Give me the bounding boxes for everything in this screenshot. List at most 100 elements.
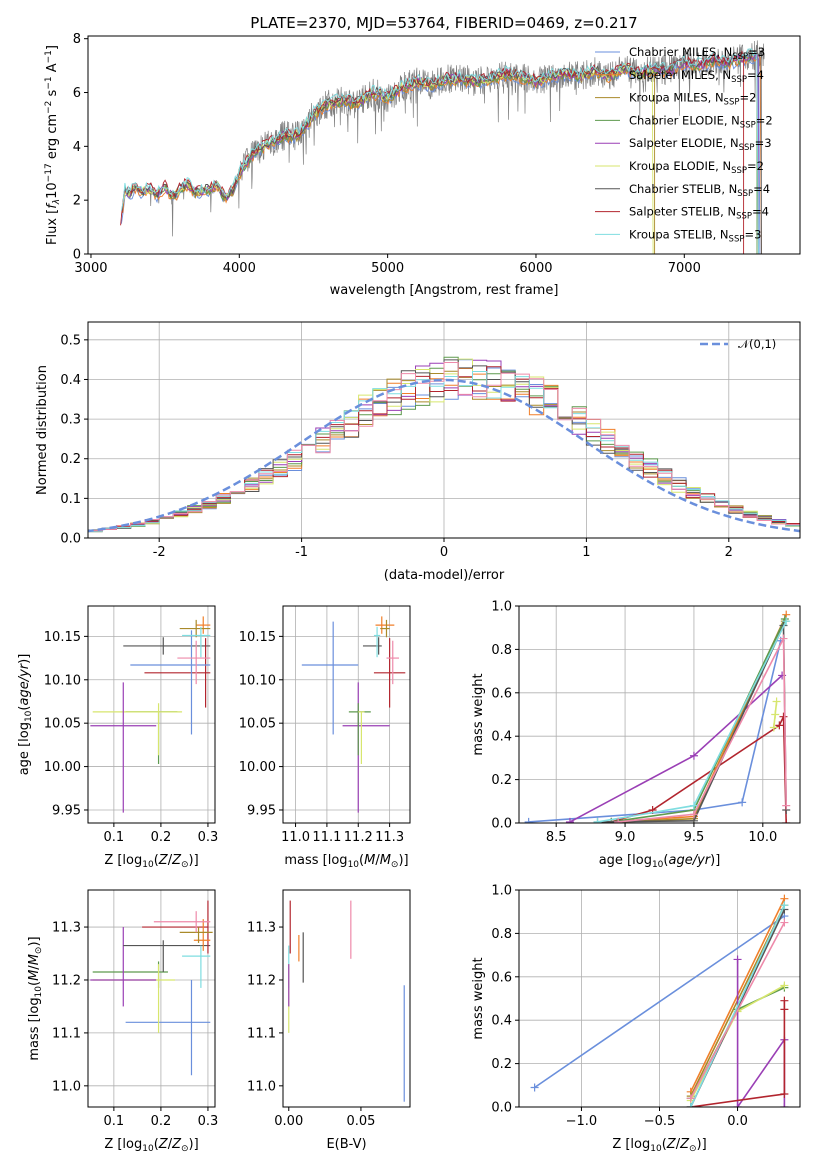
errorbar-point <box>92 961 168 988</box>
y-tick-label: 0.3 <box>60 413 81 428</box>
model-fit-line <box>121 49 762 254</box>
y-tick-label: 0.2 <box>491 773 512 788</box>
errorbar-point <box>123 637 211 655</box>
spectrum-panel: 3000 4000 5000 6000 7000 0 2 4 6 8 Chabrier MILES,… <box>44 32 801 298</box>
x-tick-label: 6000 <box>519 261 552 276</box>
massweight-marker <box>738 798 747 807</box>
errorbar-point <box>375 616 395 634</box>
massweight-marker <box>782 617 791 626</box>
errorbar-point <box>144 638 211 708</box>
massweight-marker <box>686 1094 695 1103</box>
y-tick-label: 0.4 <box>491 730 512 745</box>
normal-distribution-curve <box>88 378 800 533</box>
massweight-marker <box>689 801 698 810</box>
y-tick-label: 1.0 <box>491 600 512 615</box>
y-tick-label: 10.10 <box>239 673 276 688</box>
massweight-marker <box>782 819 791 823</box>
errorbar-point <box>196 616 211 634</box>
errorbar-point <box>125 711 178 764</box>
mass-vs-ebv-panel: 0.00 0.05 11.0 11.1 11.2 11.3 E(B-V) <box>247 889 411 1152</box>
y-tick-label: 11.2 <box>52 973 81 988</box>
x-tick-label: 0.3 <box>198 1114 219 1129</box>
x-axis-label: Z [log10(Z/Z⊙)] <box>104 1137 198 1154</box>
errorbar-point <box>373 638 406 708</box>
legend-entry: Salpeter ELODIE, NSSP=3 <box>629 136 772 153</box>
massweight-marker <box>733 955 742 964</box>
errorbar-point <box>182 945 211 988</box>
y-axis-label: Normed distribution <box>35 365 50 495</box>
axes-frame <box>518 889 801 1108</box>
errorbar-point <box>380 619 390 638</box>
y-axis-label: Flux [fλ10−17 erg cm−2 s−1 A−1] <box>44 45 62 245</box>
massweight-marker <box>593 817 602 823</box>
massweight-marker <box>772 697 781 706</box>
y-tick-label: 10.15 <box>239 630 276 645</box>
mass-vs-metallicity-panel: 0.1 0.2 0.3 11.0 11.1 11.2 11.3 Z [log10(Z/Z⊙)]… <box>27 889 219 1154</box>
y-tick-label: 10.05 <box>239 717 276 732</box>
errorbar-point <box>182 626 211 658</box>
plot-area <box>90 900 213 1076</box>
massweight-marker <box>779 634 788 643</box>
y-tick-label: 0.2 <box>491 1057 512 1072</box>
massweight-marker <box>689 751 698 760</box>
y-tick-label: 0.2 <box>60 452 81 467</box>
x-tick-label: 0.1 <box>104 830 125 845</box>
massweight-line <box>534 915 785 1089</box>
y-tick-label: 11.3 <box>52 921 81 936</box>
massweight-vs-metallicity-panel: −1.0 −0.5 0.0 0.0 0.2 0.4 0.6 0.8 1.0 mass weight… <box>471 884 801 1154</box>
massweight-marker <box>733 1103 742 1107</box>
y-tick-label: 0.4 <box>491 1014 512 1029</box>
x-axis-label: wavelength [Angstrom, rest frame] <box>330 283 559 298</box>
errorbar-point <box>301 621 359 735</box>
massweight-marker <box>686 1103 695 1107</box>
errorbar-point <box>373 626 381 658</box>
y-tick-label: 10.15 <box>44 630 81 645</box>
model-fit-line <box>124 51 758 254</box>
y-tick-label: 11.2 <box>247 973 276 988</box>
massweight-line <box>689 922 786 1099</box>
errorbar-point <box>125 979 211 1076</box>
residual-histogram <box>88 362 800 533</box>
massweight-marker <box>780 1103 789 1107</box>
y-axis-label: mass weight <box>471 957 486 1039</box>
y-tick-label: 11.0 <box>52 1079 81 1094</box>
x-tick-label: 3000 <box>74 261 107 276</box>
legend-entry: 𝒩(0,1) <box>738 337 776 351</box>
plot-area <box>301 616 406 813</box>
axes-frame <box>87 321 801 539</box>
x-axis-label: (data-model)/error <box>384 568 505 583</box>
errorbar-point <box>179 619 211 638</box>
y-tick-label: 9.95 <box>52 803 81 818</box>
x-tick-label: 0.05 <box>346 1114 375 1129</box>
y-tick-label: 1.0 <box>491 884 512 899</box>
x-tick-label: 0.2 <box>151 830 172 845</box>
x-tick-label: 0.0 <box>727 1114 748 1129</box>
y-tick-label: 0.0 <box>491 817 512 832</box>
massweight-marker <box>524 817 533 823</box>
x-tick-label: 1 <box>582 545 590 560</box>
plot-area <box>524 610 791 823</box>
x-axis-label: Z [log10(Z/Z⊙)] <box>104 853 198 870</box>
errorbar-point <box>153 911 211 933</box>
x-axis-label: E(B-V) <box>326 1137 366 1152</box>
errorbar-point <box>348 703 371 756</box>
y-tick-label: 11.0 <box>247 1079 276 1094</box>
massweight-marker <box>780 996 789 1005</box>
age-vs-mass-panel: 11.0 11.1 11.2 11.3 9.95 10.00 10.05 10.10 10.15… <box>239 605 411 870</box>
x-tick-label: 2 <box>725 545 733 560</box>
x-tick-label: -2 <box>153 545 166 560</box>
massweight-marker <box>780 901 789 910</box>
x-tick-label: 0.3 <box>198 830 219 845</box>
model-fit-line <box>120 48 759 254</box>
x-tick-label: 11.3 <box>375 830 404 845</box>
residual-panel: -2 -1 0 1 2 0.0 0.1 0.2 0.3 0.4 0.5 𝒩(0,1) (data-mod… <box>35 321 801 583</box>
legend-entry: Chabrier MILES, NSSP=3 <box>629 45 765 62</box>
massweight-marker <box>780 1089 789 1098</box>
errorbar-point <box>358 711 365 764</box>
x-tick-label: 0 <box>440 545 448 560</box>
legend-entry: Salpeter MILES, NSSP=4 <box>629 68 764 85</box>
plot-area <box>288 900 405 1102</box>
massweight-marker <box>769 723 778 732</box>
y-tick-label: 6 <box>73 86 81 101</box>
